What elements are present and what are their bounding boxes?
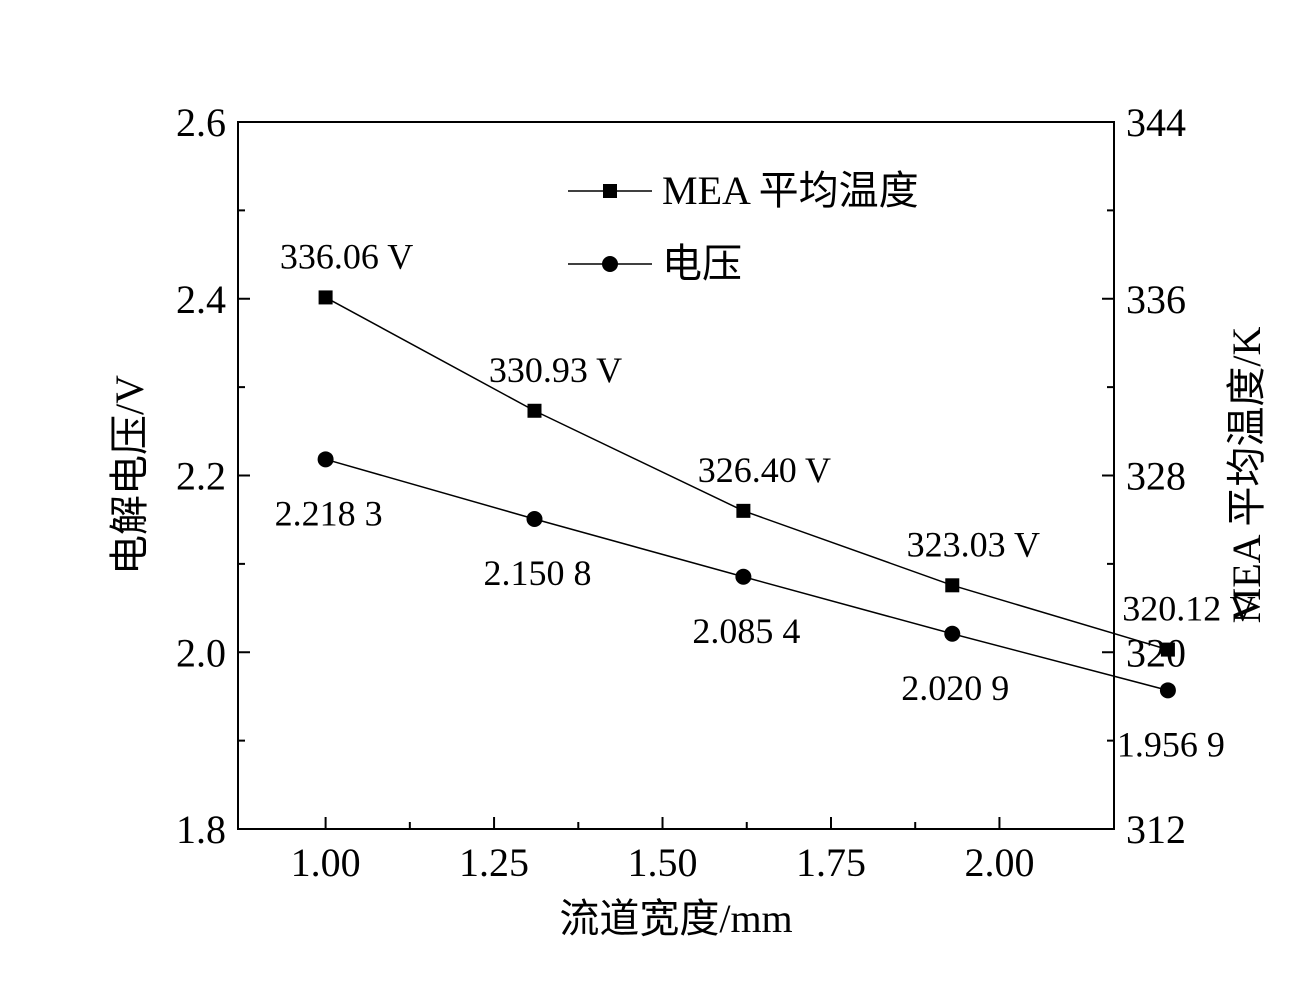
y-right-tick-label: 320 xyxy=(1126,630,1186,675)
point-marker-circle xyxy=(526,510,543,527)
data-label-voltage: 2.085 4 xyxy=(692,611,800,651)
data-label-voltage: 2.150 8 xyxy=(483,553,591,593)
data-label-temperature: 326.40 V xyxy=(698,450,831,490)
y-right-tick-label: 344 xyxy=(1126,100,1186,145)
legend-marker-square xyxy=(603,184,617,198)
y-left-tick-label: 1.8 xyxy=(176,807,226,852)
y-right-tick-label: 328 xyxy=(1126,454,1186,499)
data-label-voltage: 2.020 9 xyxy=(901,668,1009,708)
data-label-temperature: 336.06 V xyxy=(280,236,413,276)
y-right-axis-ticks: 312 320 328 336 344 xyxy=(1102,100,1186,852)
data-label-temperature: 320.12 V xyxy=(1122,589,1255,629)
legend-item-mea-temperature: MEA 平均温度 xyxy=(568,168,919,213)
x-tick-label: 1.75 xyxy=(796,840,866,885)
point-marker-square xyxy=(318,290,333,305)
y-left-tick-label: 2.6 xyxy=(176,100,226,145)
legend-label-voltage: 电压 xyxy=(662,241,742,286)
data-label-temperature: 330.93 V xyxy=(489,350,622,390)
data-label-temperature: 323.03 V xyxy=(907,524,1040,564)
x-tick-label: 1.00 xyxy=(291,840,361,885)
y-right-tick-label: 336 xyxy=(1126,277,1186,322)
point-marker-square xyxy=(527,403,542,418)
point-marker-square xyxy=(945,578,960,593)
x-axis-ticks: 1.00 1.25 1.50 1.75 2.00 xyxy=(291,817,1034,885)
y-right-axis-title: MEA 平均温度/K xyxy=(1224,327,1269,624)
x-tick-label: 1.50 xyxy=(628,840,698,885)
y-left-axis-title: 电解电压/V xyxy=(107,375,152,575)
point-marker-circle xyxy=(317,451,334,468)
point-marker-circle xyxy=(735,568,752,585)
y-left-tick-label: 2.0 xyxy=(176,630,226,675)
point-marker-circle xyxy=(944,625,961,642)
data-label-voltage: 1.956 9 xyxy=(1117,724,1225,764)
y-left-axis-ticks: 1.8 2.0 2.2 2.4 2.6 xyxy=(176,100,250,852)
point-marker-square xyxy=(1160,642,1175,657)
y-right-tick-label: 312 xyxy=(1126,807,1186,852)
legend-label-mea-temperature: MEA 平均温度 xyxy=(662,168,919,213)
y-left-tick-label: 2.4 xyxy=(176,277,226,322)
x-axis-title: 流道宽度/mm xyxy=(559,896,792,941)
point-marker-circle xyxy=(1159,682,1176,699)
x-tick-label: 1.25 xyxy=(459,840,529,885)
legend-item-voltage: 电压 xyxy=(568,241,742,286)
x-tick-label: 2.00 xyxy=(964,840,1034,885)
series-layer: 336.06 V 330.93 V 326.40 V 323.03 V 320.12 V… xyxy=(275,236,1256,764)
y-left-tick-label: 2.2 xyxy=(176,454,226,499)
plot-frame xyxy=(237,121,1115,830)
data-label-voltage: 2.218 3 xyxy=(275,493,383,533)
legend: MEA 平均温度 电压 xyxy=(568,168,919,286)
legend-marker-circle xyxy=(602,256,618,272)
point-marker-square xyxy=(736,503,751,518)
